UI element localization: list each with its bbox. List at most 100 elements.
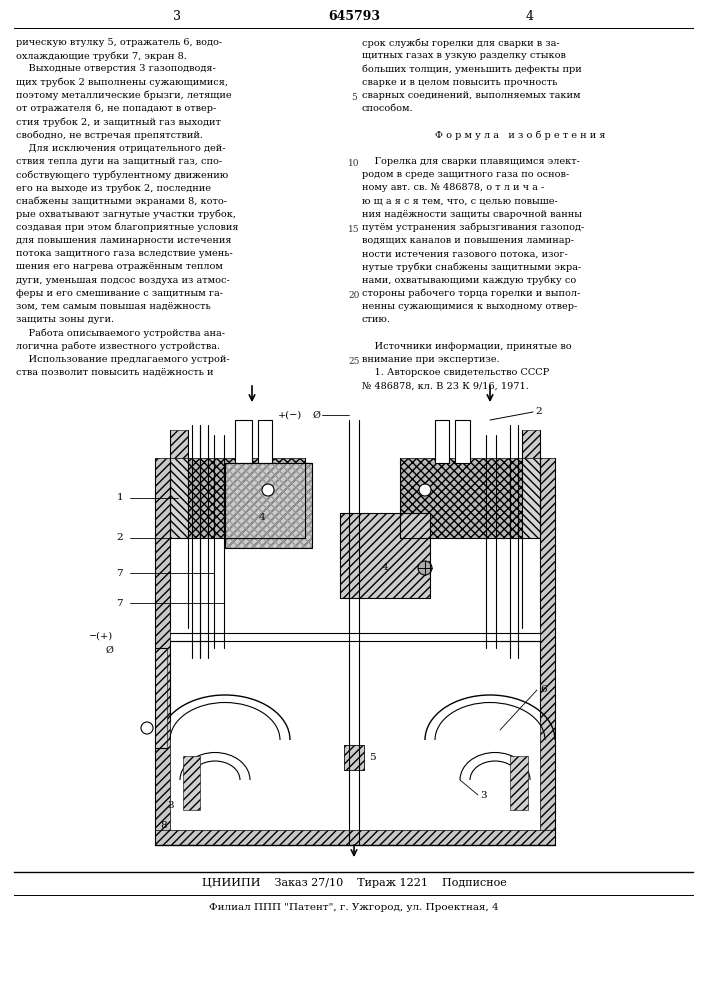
Text: потока защитного газа вследствие умень-: потока защитного газа вследствие умень-	[16, 249, 233, 258]
Bar	[522, 430, 540, 458]
Bar	[170, 430, 188, 458]
Bar	[540, 458, 555, 845]
Bar	[400, 458, 540, 538]
Text: ния надёжности защиты сварочной ванны: ния надёжности защиты сварочной ванны	[362, 210, 582, 219]
Text: 3: 3	[173, 10, 181, 23]
Text: логична работе известного устройства.: логична работе известного устройства.	[16, 342, 220, 351]
Text: нутые трубки снабжены защитными экра-: нутые трубки снабжены защитными экра-	[362, 262, 581, 272]
Text: рическую втулку 5, отражатель 6, водо-: рическую втулку 5, отражатель 6, водо-	[16, 38, 222, 47]
Circle shape	[141, 722, 153, 734]
Bar	[170, 458, 188, 538]
Circle shape	[418, 561, 432, 575]
Text: шения его нагрева отражённым теплом: шения его нагрева отражённым теплом	[16, 262, 223, 271]
Text: свободно, не встречая препятствий.: свободно, не встречая препятствий.	[16, 130, 203, 140]
Text: Работа описываемого устройства ана-: Работа описываемого устройства ана-	[16, 328, 225, 338]
Text: его на выходе из трубок 2, последние: его на выходе из трубок 2, последние	[16, 183, 211, 193]
Text: 2: 2	[117, 534, 123, 542]
Text: Для исключения отрицательного дей-: Для исключения отрицательного дей-	[16, 144, 226, 153]
Text: ю щ а я с я тем, что, с целью повыше-: ю щ а я с я тем, что, с целью повыше-	[362, 196, 558, 205]
Text: поэтому металлические брызги, летящие: поэтому металлические брызги, летящие	[16, 91, 232, 100]
Text: феры и его смешивание с защитным га-: феры и его смешивание с защитным га-	[16, 289, 223, 298]
Text: 2: 2	[535, 408, 542, 416]
Text: 20: 20	[349, 291, 360, 300]
Text: Выходные отверстия 3 газоподводя-: Выходные отверстия 3 газоподводя-	[16, 64, 216, 73]
Text: стию.: стию.	[362, 315, 391, 324]
Bar	[340, 513, 430, 598]
Text: 15: 15	[348, 225, 360, 234]
Bar	[155, 830, 555, 845]
Text: собствующего турбулентному движению: собствующего турбулентному движению	[16, 170, 228, 180]
Text: Ø: Ø	[105, 646, 113, 654]
Text: срок службы горелки для сварки в за-: срок службы горелки для сварки в за-	[362, 38, 560, 47]
Bar	[170, 633, 540, 641]
Text: 4: 4	[526, 10, 534, 23]
Text: ЦНИИПИ    Заказ 27/10    Тираж 1221    Подписное: ЦНИИПИ Заказ 27/10 Тираж 1221 Подписное	[201, 878, 506, 888]
Text: 645793: 645793	[328, 10, 380, 23]
Text: защиты зоны дуги.: защиты зоны дуги.	[16, 315, 114, 324]
Text: 25: 25	[349, 357, 360, 366]
Text: дуги, уменьшая подсос воздуха из атмос-: дуги, уменьшая подсос воздуха из атмос-	[16, 276, 230, 285]
Text: −(+): −(+)	[89, 632, 113, 641]
Text: родом в среде защитного газа по основ-: родом в среде защитного газа по основ-	[362, 170, 569, 179]
Text: 7: 7	[117, 598, 123, 607]
Text: 10: 10	[349, 159, 360, 168]
Text: Горелка для сварки плавящимся элект-: Горелка для сварки плавящимся элект-	[362, 157, 580, 166]
Bar	[235, 420, 252, 463]
Text: 7: 7	[117, 568, 123, 578]
Text: 1. Авторское свидетельство СССР: 1. Авторское свидетельство СССР	[362, 368, 549, 377]
Text: 5: 5	[369, 752, 375, 762]
Text: рые охватывают загнутые участки трубок,: рые охватывают загнутые участки трубок,	[16, 210, 236, 219]
Text: Ф о р м у л а   и з о б р е т е н и я: Ф о р м у л а и з о б р е т е н и я	[435, 130, 605, 140]
Text: путём устранения забрызгивания газопод-: путём устранения забрызгивания газопод-	[362, 223, 584, 232]
Text: способом.: способом.	[362, 104, 414, 113]
Text: 4: 4	[382, 564, 388, 572]
Bar	[455, 420, 470, 463]
Text: № 486878, кл. В 23 К 9/16, 1971.: № 486878, кл. В 23 К 9/16, 1971.	[362, 381, 529, 390]
Text: сварных соединений, выполняемых таким: сварных соединений, выполняемых таким	[362, 91, 580, 100]
Text: водящих каналов и повышения ламинар-: водящих каналов и повышения ламинар-	[362, 236, 574, 245]
Text: стороны рабочего торца горелки и выпол-: стороны рабочего торца горелки и выпол-	[362, 289, 580, 298]
Bar	[170, 458, 305, 538]
Bar	[225, 463, 312, 548]
Text: снабжены защитными экранами 8, кото-: снабжены защитными экранами 8, кото-	[16, 196, 227, 206]
Text: от отражателя 6, не попадают в отвер-: от отражателя 6, не попадают в отвер-	[16, 104, 216, 113]
Text: Филиал ППП "Патент", г. Ужгород, ул. Проектная, 4: Филиал ППП "Патент", г. Ужгород, ул. Про…	[209, 904, 499, 912]
Text: Использование предлагаемого устрой-: Использование предлагаемого устрой-	[16, 355, 230, 364]
Text: 8: 8	[160, 820, 167, 830]
Circle shape	[419, 484, 431, 496]
Bar	[155, 458, 170, 845]
Text: стия трубок 2, и защитный газ выходит: стия трубок 2, и защитный газ выходит	[16, 117, 221, 127]
Bar	[510, 756, 528, 810]
Text: создавая при этом благоприятные условия: создавая при этом благоприятные условия	[16, 223, 238, 232]
Text: щих трубок 2 выполнены сужающимися,: щих трубок 2 выполнены сужающимися,	[16, 78, 228, 87]
Text: нами, охватывающими каждую трубку со: нами, охватывающими каждую трубку со	[362, 276, 576, 285]
Bar	[435, 420, 449, 463]
Text: ненны сужающимися к выходному отвер-: ненны сужающимися к выходному отвер-	[362, 302, 577, 311]
Bar	[344, 745, 364, 770]
Text: 3: 3	[167, 800, 174, 810]
Text: больших толщин, уменьшить дефекты при: больших толщин, уменьшить дефекты при	[362, 64, 582, 74]
Text: внимание при экспертизе.: внимание при экспертизе.	[362, 355, 500, 364]
Bar	[344, 745, 364, 770]
Text: зом, тем самым повышая надёжность: зом, тем самым повышая надёжность	[16, 302, 211, 311]
Bar	[155, 648, 167, 748]
Text: ному авт. св. № 486878, о т л и ч а -: ному авт. св. № 486878, о т л и ч а -	[362, 183, 544, 192]
Text: ства позволит повысить надёжность и: ства позволит повысить надёжность и	[16, 368, 214, 377]
Bar	[522, 458, 540, 538]
Circle shape	[262, 484, 274, 496]
Text: 3: 3	[480, 790, 486, 800]
Bar	[183, 756, 200, 810]
Text: сварке и в целом повысить прочность: сварке и в целом повысить прочность	[362, 78, 557, 87]
Bar	[225, 463, 312, 548]
Text: щитных газах в узкую разделку стыков: щитных газах в узкую разделку стыков	[362, 51, 566, 60]
Text: 1: 1	[117, 493, 123, 502]
Text: +(−): +(−)	[278, 410, 302, 420]
Text: ствия тепла дуги на защитный газ, спо-: ствия тепла дуги на защитный газ, спо-	[16, 157, 222, 166]
Text: 6: 6	[540, 686, 547, 694]
Bar	[258, 420, 272, 463]
Text: 4: 4	[259, 514, 265, 522]
Text: ности истечения газового потока, изог-: ности истечения газового потока, изог-	[362, 249, 568, 258]
Text: для повышения ламинарности истечения: для повышения ламинарности истечения	[16, 236, 231, 245]
Text: охлаждающие трубки 7, экран 8.: охлаждающие трубки 7, экран 8.	[16, 51, 187, 61]
Text: Источники информации, принятые во: Источники информации, принятые во	[362, 342, 572, 351]
